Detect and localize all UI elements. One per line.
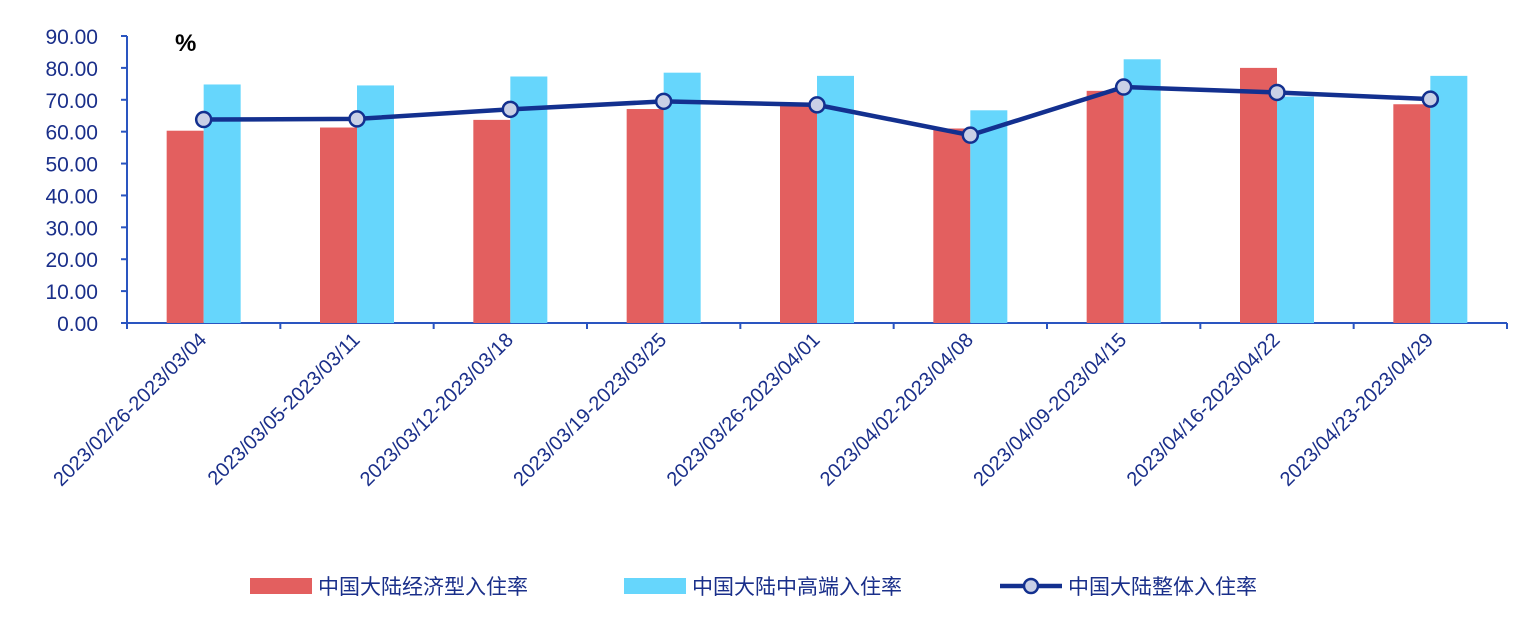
y-tick-label: 40.00 [45,185,98,208]
bar-economy-0 [166,130,204,323]
x-tick-label: 2023/04/16-2023/04/22 [1123,329,1285,491]
y-tick-label: 20.00 [45,249,98,272]
x-tick-label: 2023/04/23-2023/04/29 [1276,329,1438,491]
bar-midscale-6 [1123,59,1161,323]
bar-midscale-3 [663,72,701,323]
y-tick-label: 30.00 [45,217,98,240]
y-tick-label: 70.00 [45,90,98,113]
bars [166,59,1468,324]
legend-item-1: 中国大陆中高端入住率 [624,575,902,599]
x-tick-label: 2023/04/09-2023/04/15 [969,329,1131,491]
bar-economy-6 [1086,90,1124,323]
legend-item-0: 中国大陆经济型入住率 [250,575,528,599]
line-series [194,78,1440,144]
y-tick-label: 80.00 [45,58,98,81]
bar-midscale-7 [1277,96,1314,323]
y-unit-label: % [175,30,196,57]
overall-point-5 [961,126,980,144]
legend-swatch [624,578,686,594]
x-tick-label: 2023/02/26-2023/03/04 [49,329,211,491]
y-tick-label: 10.00 [45,281,98,304]
overall-point-4 [808,96,826,114]
legend-swatch-marker [1022,577,1040,595]
bar-economy-2 [473,119,511,324]
legend-label: 中国大陆整体入住率 [1068,575,1257,599]
bar-midscale-2 [510,76,548,323]
overall-point-0 [194,110,213,129]
legend-label: 中国大陆中高端入住率 [692,575,902,599]
overall-point-7 [1268,83,1286,102]
y-tick-label: 50.00 [45,154,98,177]
x-tick-label: 2023/03/26-2023/04/01 [663,329,825,491]
y-axis: 0.00 10.00 20.00 30.00 40.00 50.00 60.00 70.00 8… [45,26,128,336]
bar-economy-7 [1240,67,1277,323]
overall-point-2 [501,100,520,119]
legend-swatch [250,578,312,594]
x-tick-label: 2023/04/02-2023/04/08 [816,329,978,491]
bar-midscale-4 [817,75,854,323]
bar-economy-3 [626,109,664,323]
overall-point-3 [654,92,673,111]
y-tick-label: 0.00 [57,313,98,336]
legend: 中国大陆经济型入住率 中国大陆中高端入住率 中国大陆整体入住率 [250,575,1257,599]
legend-item-2: 中国大陆整体入住率 [1000,575,1257,599]
bar-midscale-5 [970,110,1008,323]
x-tick-label: 2023/03/19-2023/03/25 [509,329,671,491]
y-tick-label: 60.00 [45,122,98,145]
x-axis: 2023/02/26-2023/03/042023/03/05-2023/03/… [49,322,1508,491]
overall-point-8 [1421,90,1440,108]
bar-economy-5 [933,128,971,323]
bar-economy-8 [1393,104,1431,324]
x-tick-label: 2023/03/05-2023/03/11 [204,329,365,490]
y-tick-label: 90.00 [45,26,98,49]
bar-economy-1 [320,127,357,323]
x-tick-label: 2023/03/12-2023/03/18 [356,329,518,491]
bar-economy-4 [780,105,817,323]
overall-point-1 [348,110,366,128]
bar-midscale-8 [1430,75,1468,323]
overall-point-6 [1114,78,1133,96]
legend-label: 中国大陆经济型入住率 [318,575,528,599]
